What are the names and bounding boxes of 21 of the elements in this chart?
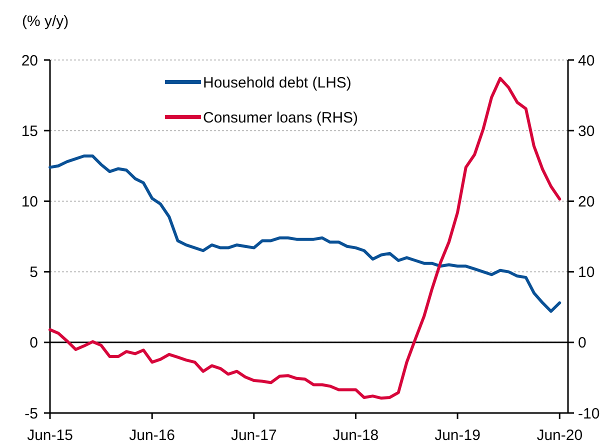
y-tick-label: 0 (30, 334, 38, 352)
legend-label: Household debt (LHS) (203, 74, 352, 92)
y2-tick-label: 30 (578, 122, 595, 140)
y2-tick-label: 0 (578, 334, 586, 352)
x-tick-label: Jun-18 (332, 427, 379, 444)
legend-label: Consumer loans (RHS) (203, 109, 358, 126)
x-tick-label: Jun-15 (27, 427, 73, 444)
y-tick-label: 20 (21, 52, 38, 70)
y-tick-label: -5 (24, 405, 38, 422)
x-tick-label: Jun-19 (434, 427, 480, 444)
x-tick-label: Jun-16 (129, 427, 176, 444)
y2-tick-label: 20 (578, 193, 595, 210)
y-tick-label: 10 (21, 193, 38, 210)
y-axis-title: (% y/y) (22, 13, 69, 30)
x-tick-label: Jun-20 (536, 427, 583, 444)
y2-tick-label: 40 (578, 52, 595, 70)
y-tick-label: 5 (30, 264, 38, 282)
y2-tick-label: -10 (578, 405, 600, 422)
y2-tick-label: 10 (578, 264, 595, 282)
y-tick-label: 15 (21, 122, 38, 140)
x-tick-label: Jun-17 (230, 427, 277, 444)
